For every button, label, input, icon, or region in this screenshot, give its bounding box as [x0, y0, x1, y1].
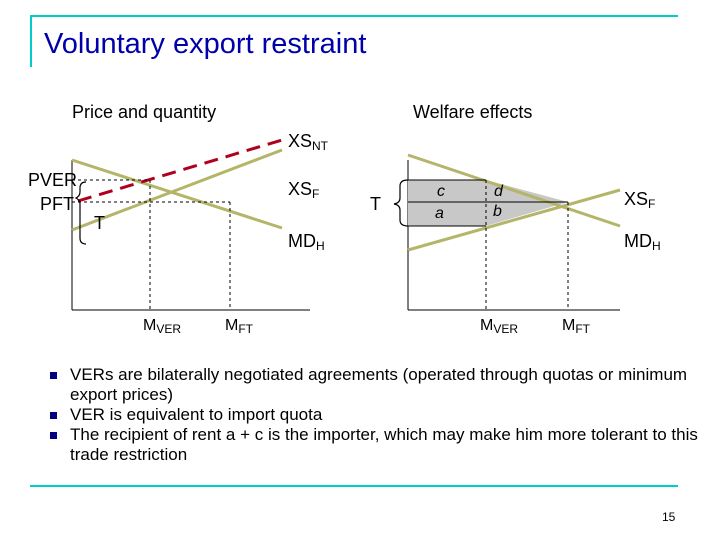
area-d-label: d	[494, 183, 503, 200]
square-bullet-icon	[50, 372, 57, 379]
right-xsf-curve	[407, 188, 621, 252]
area-c-label: c	[437, 183, 445, 200]
right-xs-f-label: XSF	[624, 189, 656, 211]
area-a-label: a	[435, 205, 444, 222]
area-b-label: b	[493, 203, 502, 220]
left-md-h-label: MDH	[288, 231, 325, 253]
bullet-item: VER is equivalent to import quota	[50, 405, 700, 425]
xs-nt-label: XSNT	[288, 131, 329, 153]
left-mver-label: MVER	[143, 317, 182, 336]
left-tariff-label: T	[94, 213, 105, 233]
right-md-h-label: MDH	[624, 231, 661, 253]
rent-area-a	[408, 202, 568, 226]
bullet-list: VERs are bilaterally negotiated agreemen…	[50, 365, 700, 465]
left-tariff-brace	[74, 181, 87, 245]
square-bullet-icon	[50, 412, 57, 419]
right-md-curve	[407, 153, 621, 228]
left-mft-label: MFT	[225, 317, 253, 336]
left-md-curve	[71, 158, 283, 230]
right-mft-label: MFT	[562, 317, 590, 336]
page-number: 15	[662, 510, 676, 524]
bullet-item: The recipient of rent a + c is the impor…	[50, 425, 700, 465]
left-panel-heading: Price and quantity	[72, 102, 217, 122]
slide-title: Voluntary export restraint	[44, 28, 367, 60]
left-xs-f-label: XSF	[288, 179, 320, 201]
square-bullet-icon	[50, 432, 57, 439]
price-ver-label: PVER	[28, 170, 78, 190]
frame-top-rule	[30, 15, 678, 17]
right-tariff-label: T	[370, 194, 381, 214]
right-tariff-brace	[393, 179, 409, 227]
left-xsnt-dashed-curve	[77, 138, 283, 203]
price-ft-label: PFT	[40, 194, 74, 214]
right-panel-heading: Welfare effects	[413, 102, 533, 122]
frame-bottom-rule	[30, 485, 678, 487]
left-xsf-curve	[71, 148, 283, 232]
right-mver-label: MVER	[480, 317, 519, 336]
bullet-item: VERs are bilaterally negotiated agreemen…	[50, 365, 700, 405]
frame-left-rule	[30, 15, 32, 67]
